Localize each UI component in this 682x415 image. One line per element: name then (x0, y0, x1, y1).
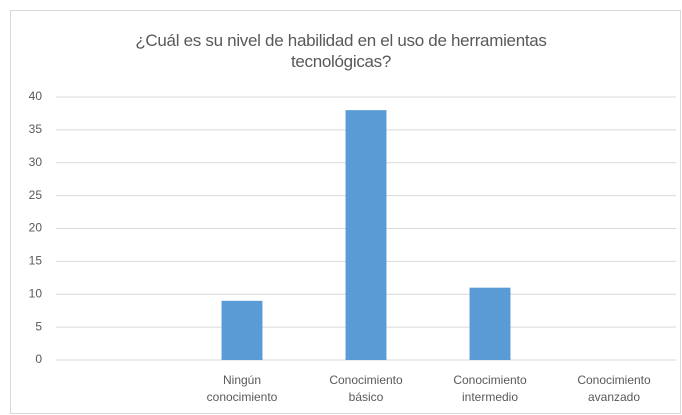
y-tick-label: 0 (35, 352, 42, 366)
x-tick-label: Conocimiento intermedio (453, 373, 527, 404)
y-tick-label: 30 (29, 155, 43, 169)
y-tick-label: 5 (35, 319, 42, 333)
y-tick-label: 25 (29, 188, 43, 202)
bar (221, 300, 263, 360)
y-tick-label: 10 (29, 286, 43, 300)
chart-title: ¿Cuál es su nivel de habilidad en el uso… (135, 31, 547, 71)
y-tick-label: 35 (29, 122, 43, 136)
x-tick-label: Conocimiento básico (329, 373, 403, 404)
chart-border (10, 10, 681, 414)
bar (469, 287, 511, 360)
y-tick-label: 40 (29, 89, 43, 103)
bar (345, 110, 387, 361)
y-tick-label: 20 (29, 221, 43, 235)
y-tick-label: 15 (29, 254, 43, 268)
x-tick-label: Ningún conocimiento (206, 373, 278, 404)
x-tick-label: Conocimiento avanzado (577, 373, 651, 404)
